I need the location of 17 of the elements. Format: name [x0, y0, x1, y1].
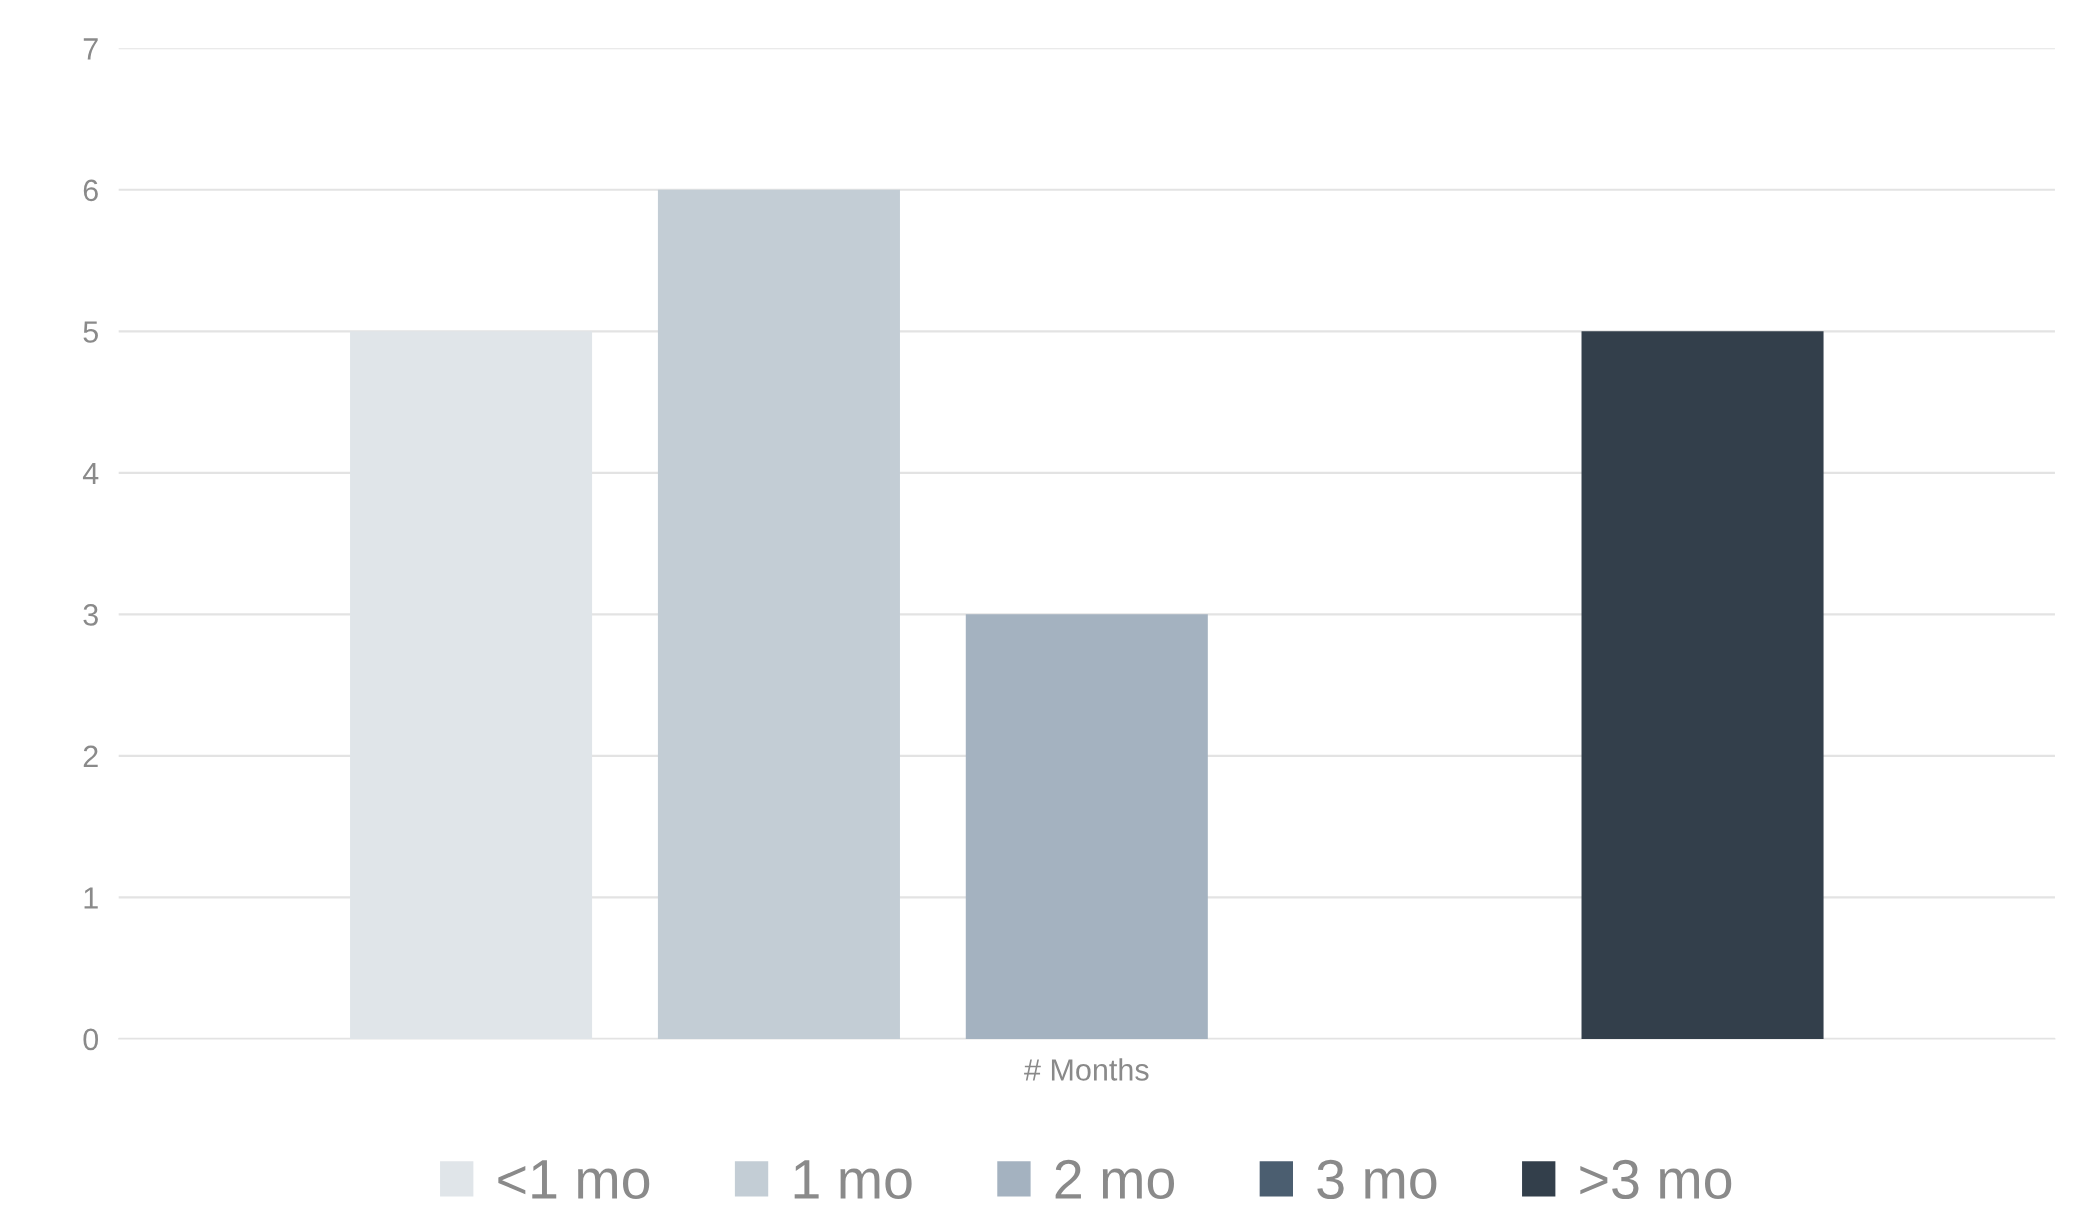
legend-label: <1 mo: [498, 1160, 650, 1200]
y-tick-label: 0: [83, 1028, 99, 1051]
y-tick-label: 3: [83, 604, 98, 626]
y-tick-label: 2: [83, 745, 98, 767]
bar: [965, 614, 1208, 1039]
y-tick-label: 4: [82, 462, 99, 484]
legend-label: 1 mo: [794, 1160, 912, 1200]
bar: [657, 189, 900, 1039]
y-tick-label: 1: [84, 887, 98, 909]
bar: [1581, 331, 1824, 1039]
y-tick-label: 7: [83, 38, 98, 60]
x-tick-label: # Months: [1024, 1058, 1149, 1081]
y-tick-label: 5: [83, 321, 98, 343]
y-tick-label: 6: [83, 179, 98, 202]
legend-label: >3 mo: [1580, 1159, 1732, 1200]
legend-label: 3 mo: [1317, 1159, 1437, 1200]
legend-label: 2 mo: [1055, 1159, 1175, 1200]
